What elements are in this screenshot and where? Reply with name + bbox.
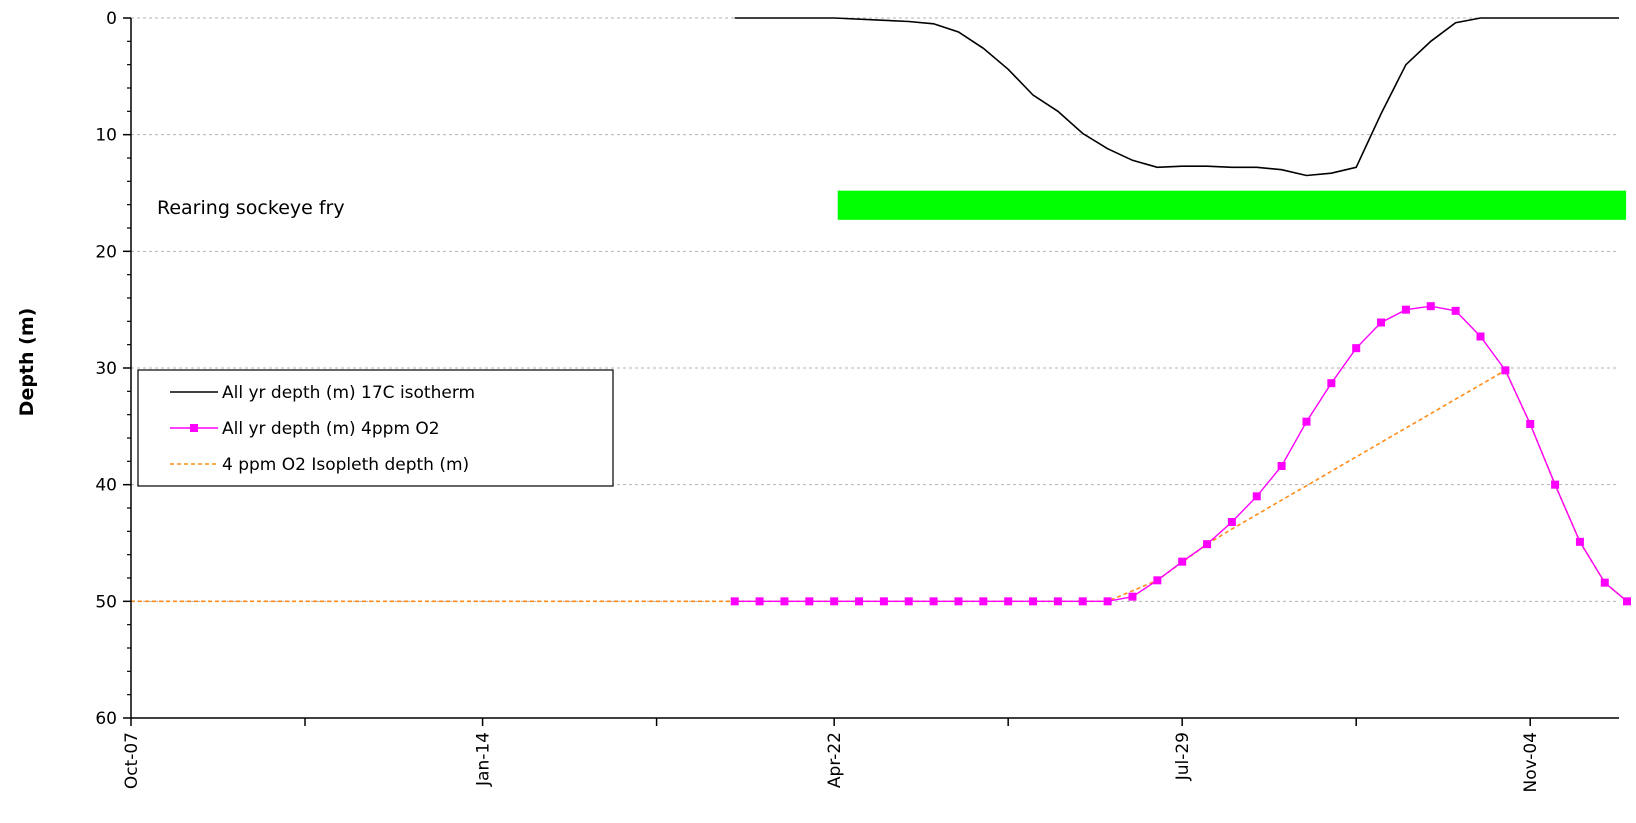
y-tick-label: 10 — [95, 126, 117, 146]
o2-data-point — [730, 597, 739, 606]
o2-data-point — [755, 597, 764, 606]
x-tick-label: Jan-14 — [474, 732, 494, 787]
o2-data-point — [1078, 597, 1087, 606]
o2-data-point — [1029, 597, 1038, 606]
y-tick-label: 50 — [95, 592, 117, 612]
legend: All yr depth (m) 17C isotherm All yr dept… — [137, 369, 614, 487]
series-line-0 — [734, 17, 1619, 177]
y-tick-label: 0 — [106, 9, 117, 29]
o2-data-point — [1302, 417, 1311, 426]
rearing-sockeye-fry-label: Rearing sockeye fry — [157, 197, 345, 219]
o2-data-point — [1004, 597, 1013, 606]
o2-data-point — [1327, 379, 1336, 388]
o2-data-point — [1103, 597, 1112, 606]
legend-marker-1 — [190, 424, 198, 432]
o2-data-point — [1252, 492, 1261, 501]
rearing-band-group — [837, 190, 1627, 220]
o2-data-point — [805, 597, 814, 606]
o2-data-point — [1203, 540, 1212, 549]
y-tick-label: 30 — [95, 359, 117, 379]
grid-lines — [131, 17, 1619, 602]
x-tick-label: Jul-29 — [1173, 732, 1193, 781]
o2-data-point — [1227, 518, 1236, 526]
o2-data-point — [1501, 366, 1510, 375]
o2-data-point — [1623, 597, 1631, 606]
legend-label-1: All yr depth (m) 4ppm O2 — [222, 419, 440, 439]
o2-data-point — [1277, 462, 1286, 470]
x-tick-label: Apr-22 — [825, 732, 845, 788]
o2-data-point — [879, 597, 888, 606]
o2-data-point — [1575, 537, 1584, 546]
o2-data-point — [1128, 592, 1137, 601]
o2-data-point — [855, 597, 864, 606]
o2-data-point — [1526, 420, 1535, 428]
y-tick-label: 60 — [95, 709, 117, 729]
o2-data-point — [1600, 578, 1609, 587]
o2-data-point — [1401, 305, 1410, 314]
y-axis-title: Depth (m) — [16, 308, 38, 417]
o2-data-point — [1377, 318, 1386, 327]
o2-data-point — [954, 597, 963, 606]
legend-label-2: 4 ppm O2 Isopleth depth (m) — [222, 455, 469, 475]
o2-data-point — [979, 597, 988, 606]
o2-data-point — [929, 597, 938, 606]
o2-data-point — [1476, 332, 1485, 341]
o2-data-point — [1352, 344, 1361, 353]
o2-data-point — [904, 597, 913, 606]
o2-data-point — [830, 597, 839, 606]
o2-data-point — [1178, 557, 1187, 566]
y-tick-label: 40 — [95, 476, 117, 496]
o2-data-point — [1053, 597, 1062, 606]
legend-label-0: All yr depth (m) 17C isotherm — [222, 383, 475, 403]
o2-data-point — [1551, 480, 1560, 489]
series-line-1 — [734, 305, 1628, 602]
o2-data-point — [1451, 306, 1460, 315]
x-tick-label: Oct-07 — [122, 732, 142, 789]
x-tick-label: Nov-04 — [1521, 732, 1541, 793]
y-tick-label: 20 — [95, 242, 117, 262]
o2-data-point — [1426, 302, 1435, 311]
o2-data-point — [1153, 576, 1162, 585]
rearing-sockeye-bar — [837, 190, 1627, 220]
o2-data-point — [780, 597, 789, 606]
series-group — [131, 17, 1631, 606]
